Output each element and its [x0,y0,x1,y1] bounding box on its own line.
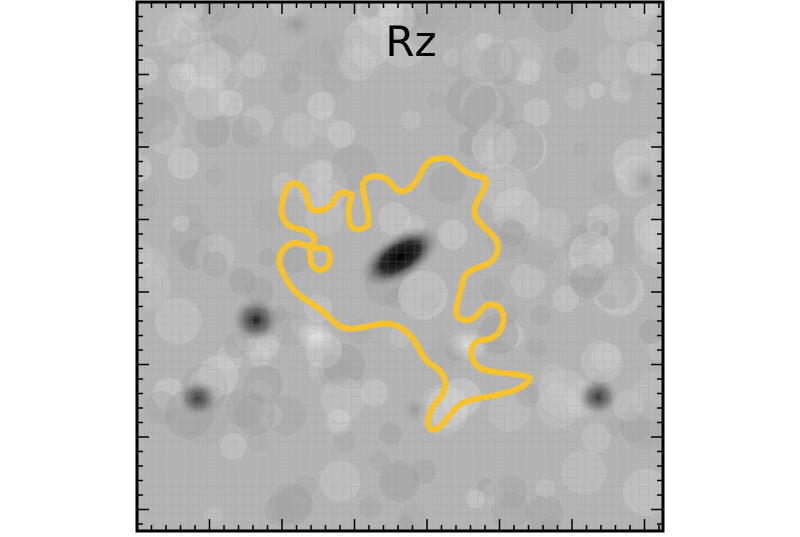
sky-background: Rz [137,2,663,531]
yellow-contour [276,155,533,433]
image-frame [135,0,665,533]
frame-border [135,0,665,533]
band-label: Rz [385,17,436,66]
